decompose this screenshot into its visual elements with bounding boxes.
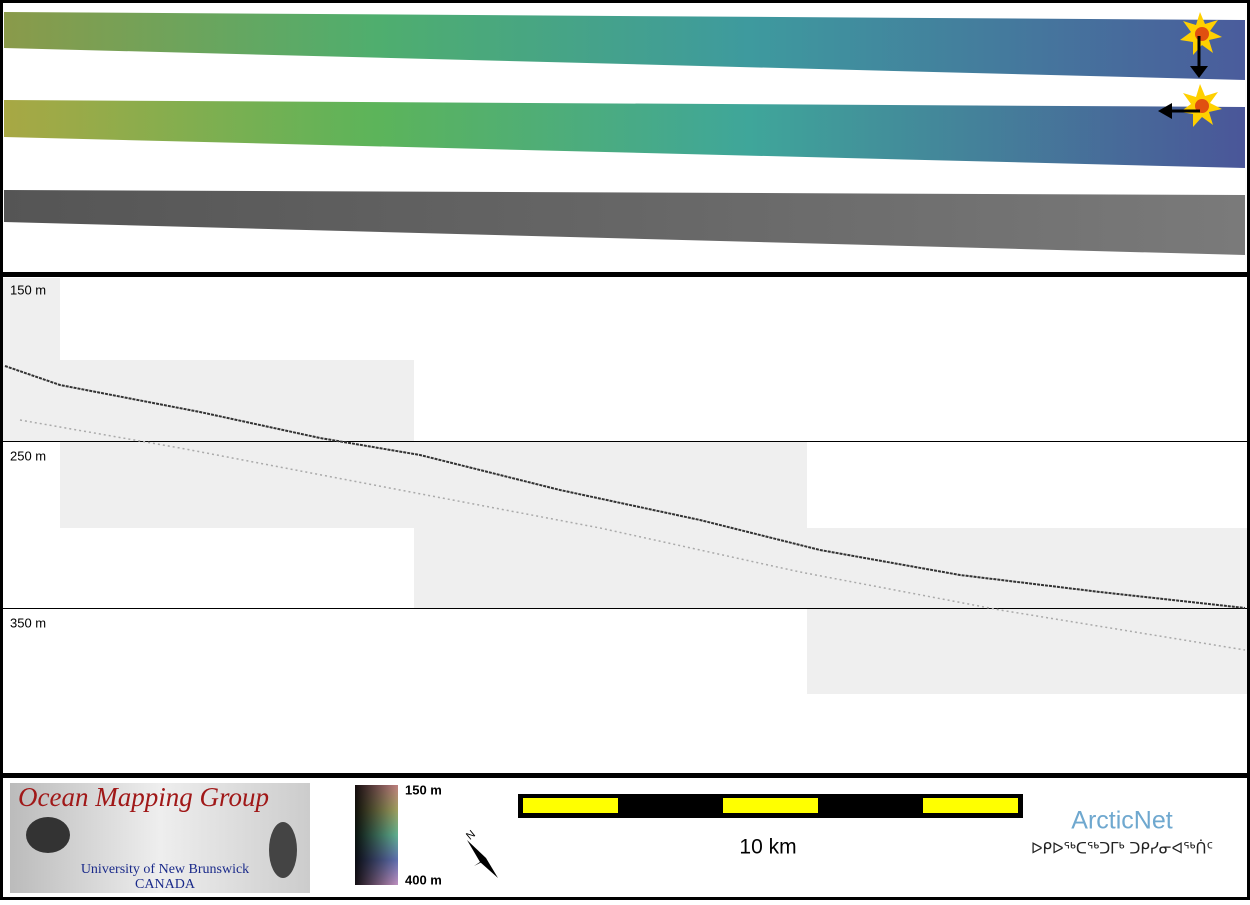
divider — [0, 272, 1250, 277]
bathymetry-swath — [4, 12, 1245, 80]
scale-bar-segment — [523, 798, 618, 813]
depth-label: 350 m — [10, 615, 46, 630]
partner-name-inuktitut: ᐅᑭᐅᖅᑕᖅᑐᒥᒃ ᑐᑭᓯᓂᐊᖅᑏᑦ — [1031, 840, 1213, 858]
color-scale-shade — [355, 785, 398, 885]
depth-label: 150 m — [10, 282, 46, 297]
logo-title: Ocean Mapping Group — [18, 782, 269, 812]
logo-country: CANADA — [135, 877, 196, 892]
arrow — [1158, 103, 1172, 119]
north-label: N — [464, 828, 478, 842]
bathymetry-swath — [4, 100, 1245, 168]
north-arrow — [467, 840, 498, 878]
scale-bar-label: 10 km — [739, 836, 796, 859]
divider — [0, 773, 1250, 778]
logo-university: University of New Brunswick — [81, 862, 249, 877]
depth-label: 250 m — [10, 448, 46, 463]
logo-shape — [269, 822, 297, 878]
color-scale-label: 150 m — [405, 782, 442, 797]
partner-name: ArcticNet — [1071, 807, 1172, 835]
seabed-reflector — [4, 365, 1246, 609]
scale-bar-segment — [923, 798, 1018, 813]
profile-background — [3, 278, 1247, 694]
logo-shape — [26, 817, 70, 853]
arrow — [1190, 66, 1208, 78]
scale-bar-segment — [723, 798, 818, 813]
color-scale-label: 400 m — [405, 872, 442, 887]
backscatter-swath — [4, 190, 1245, 255]
